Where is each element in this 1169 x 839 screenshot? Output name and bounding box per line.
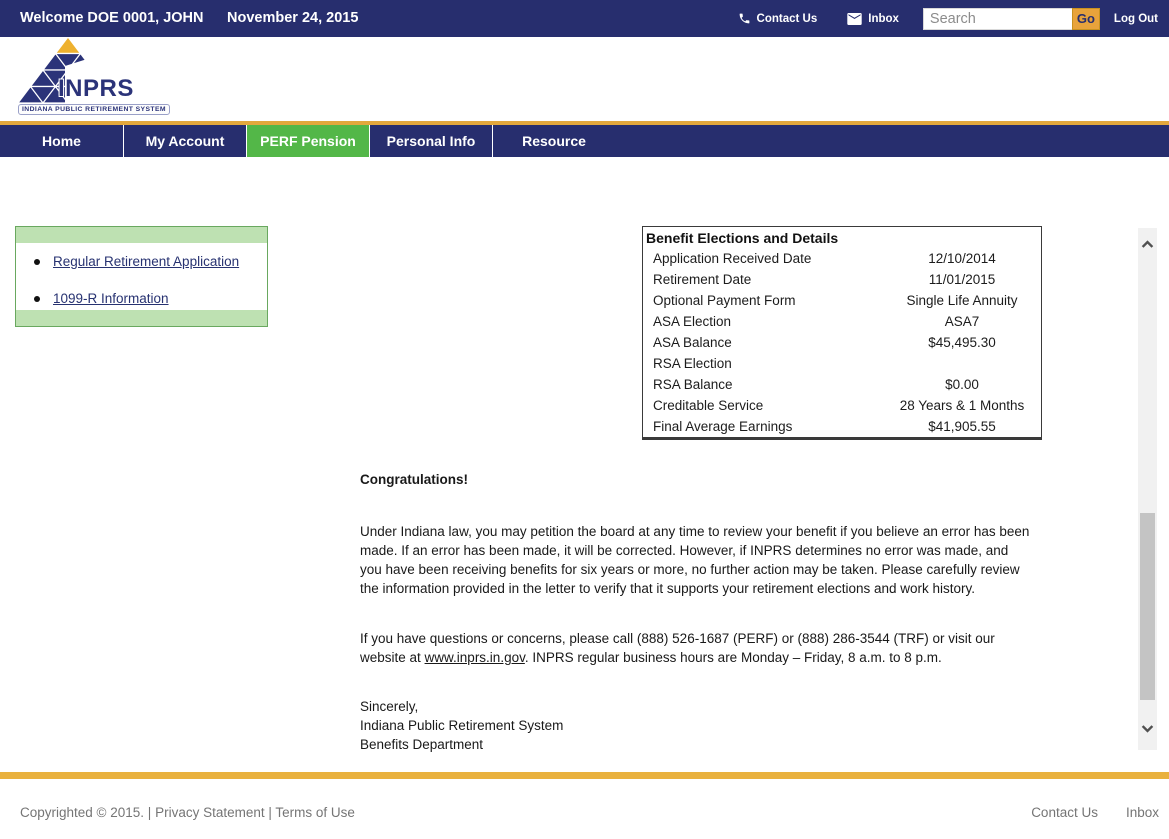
table-row: ASA Election ASA7 <box>643 311 1041 332</box>
paragraph-text: . INPRS regular business hours are Monda… <box>524 650 942 665</box>
search-input[interactable] <box>922 7 1072 30</box>
letter-paragraph: If you have questions or concerns, pleas… <box>360 629 1032 667</box>
table-row: RSA Election <box>643 353 1041 374</box>
letter-paragraph: Under Indiana law, you may petition the … <box>360 524 1030 596</box>
search-go-button[interactable]: Go <box>1071 7 1100 30</box>
tab-home[interactable]: Home <box>42 133 81 149</box>
letter-greeting: Congratulations! <box>360 472 468 487</box>
contact-us-label: Contact Us <box>756 12 818 25</box>
inbox-label: Inbox <box>868 12 899 25</box>
logo-caption: INDIANA PUBLIC RETIREMENT SYSTEM <box>18 104 170 115</box>
row-value: Single Life Annuity <box>906 293 1018 308</box>
row-label: Creditable Service <box>653 398 764 413</box>
list-item: Regular Retirement Application <box>34 254 267 269</box>
table-row: ASA Balance $45,495.30 <box>643 332 1041 353</box>
quick-links-header-strip <box>16 227 267 243</box>
row-label: RSA Election <box>653 356 732 371</box>
bullet-icon <box>34 258 40 265</box>
logo-acronym: INPRS <box>58 75 134 102</box>
closing-salutation: Sincerely, <box>360 699 419 714</box>
benefit-table-title: Benefit Elections and Details <box>646 230 839 246</box>
topbar-actions: Contact Us Inbox Go Log Out <box>738 0 1158 37</box>
contact-us-link[interactable]: Contact Us <box>738 12 818 25</box>
log-out-link[interactable]: Log Out <box>1113 12 1158 25</box>
topbar: Welcome DOE 0001, JOHN November 24, 2015… <box>0 0 1169 37</box>
table-row: Creditable Service 28 Years & 1 Months <box>643 395 1041 416</box>
bullet-icon <box>34 295 40 302</box>
privacy-statement-link[interactable]: Privacy Statement <box>155 805 265 820</box>
search-box: Go <box>922 7 1100 30</box>
closing-org: Indiana Public Retirement System <box>360 718 564 733</box>
footer: Copyrighted © 2015. | Privacy Statement … <box>0 779 1169 839</box>
tab-resource[interactable]: Resource <box>492 125 615 157</box>
row-value: 28 Years & 1 Months <box>899 398 1025 413</box>
copyright-text: Copyrighted © 2015. <box>20 805 145 820</box>
envelope-icon <box>847 12 862 25</box>
row-label: ASA Election <box>653 314 732 329</box>
inbox-link[interactable]: Inbox <box>847 12 899 25</box>
footer-contact-us-link[interactable]: Contact Us <box>1031 805 1098 820</box>
tab-perf-pension[interactable]: PERF Pension <box>246 125 369 157</box>
row-value: $45,495.30 <box>928 335 996 350</box>
row-label: Final Average Earnings <box>653 419 793 434</box>
tab-personal-info[interactable]: Personal Info <box>369 125 492 157</box>
main-nav: Home My Account PERF Pension Personal In… <box>0 125 1169 157</box>
scroll-down-arrow[interactable] <box>1138 718 1157 738</box>
current-date: November 24, 2015 <box>227 10 359 26</box>
gold-divider-top <box>0 121 1169 125</box>
paragraph-text: If you have questions or concerns, pleas… <box>360 631 995 665</box>
table-row: Final Average Earnings $41,905.55 <box>643 416 1041 437</box>
footer-legal: Copyrighted © 2015. | Privacy Statement … <box>20 805 355 820</box>
quick-links-footer-strip <box>16 310 267 326</box>
letter-closing: Sincerely, Indiana Public Retirement Sys… <box>360 697 1032 754</box>
regular-retirement-application-link[interactable]: Regular Retirement Application <box>53 254 240 269</box>
scrollbar-thumb[interactable] <box>1140 513 1155 700</box>
row-label: RSA Balance <box>653 377 733 392</box>
gold-divider-bottom <box>0 772 1169 779</box>
inprs-logo[interactable]: INPRS INDIANA PUBLIC RETIREMENT SYSTEM <box>18 37 170 120</box>
phone-icon <box>738 12 751 25</box>
row-label: Application Received Date <box>653 251 812 266</box>
row-value: 11/01/2015 <box>928 272 996 287</box>
1099r-information-link[interactable]: 1099-R Information <box>53 291 169 306</box>
tab-my-account[interactable]: My Account <box>123 125 246 157</box>
benefit-elections-table: Benefit Elections and Details Applicatio… <box>642 226 1042 440</box>
closing-dept: Benefits Department <box>360 737 484 752</box>
list-item: 1099-R Information <box>34 291 267 306</box>
table-row: Application Received Date 12/10/2014 <box>643 248 1041 269</box>
terms-of-use-link[interactable]: Terms of Use <box>275 805 355 820</box>
footer-links: Contact Us Inbox <box>1031 805 1159 820</box>
inprs-website-link[interactable]: www.inprs.in.gov <box>424 650 525 665</box>
row-label: ASA Balance <box>653 335 732 350</box>
welcome-text: Welcome DOE 0001, JOHN <box>20 10 204 26</box>
separator: | <box>268 805 272 820</box>
row-value: $0.00 <box>945 377 979 392</box>
table-row: RSA Balance $0.00 <box>643 374 1041 395</box>
footer-row: Copyrighted © 2015. | Privacy Statement … <box>0 805 1169 820</box>
row-label: Retirement Date <box>653 272 752 287</box>
letter-body: Congratulations! Under Indiana law, you … <box>360 462 1032 754</box>
row-label: Optional Payment Form <box>653 293 796 308</box>
row-value: $41,905.55 <box>928 419 996 434</box>
footer-inbox-link[interactable]: Inbox <box>1125 805 1159 820</box>
table-row: Retirement Date 11/01/2015 <box>643 269 1041 290</box>
quick-links-list: Regular Retirement Application 1099-R In… <box>16 243 267 306</box>
quick-links-panel: Regular Retirement Application 1099-R In… <box>15 226 268 327</box>
row-value: ASA7 <box>944 314 980 329</box>
content-scrollbar[interactable] <box>1138 228 1157 750</box>
scroll-up-arrow[interactable] <box>1138 234 1157 254</box>
table-row: Optional Payment Form Single Life Annuit… <box>643 290 1041 311</box>
separator: | <box>147 805 152 820</box>
row-value: 12/10/2014 <box>928 251 996 266</box>
header-band: INPRS INDIANA PUBLIC RETIREMENT SYSTEM <box>0 37 1169 121</box>
